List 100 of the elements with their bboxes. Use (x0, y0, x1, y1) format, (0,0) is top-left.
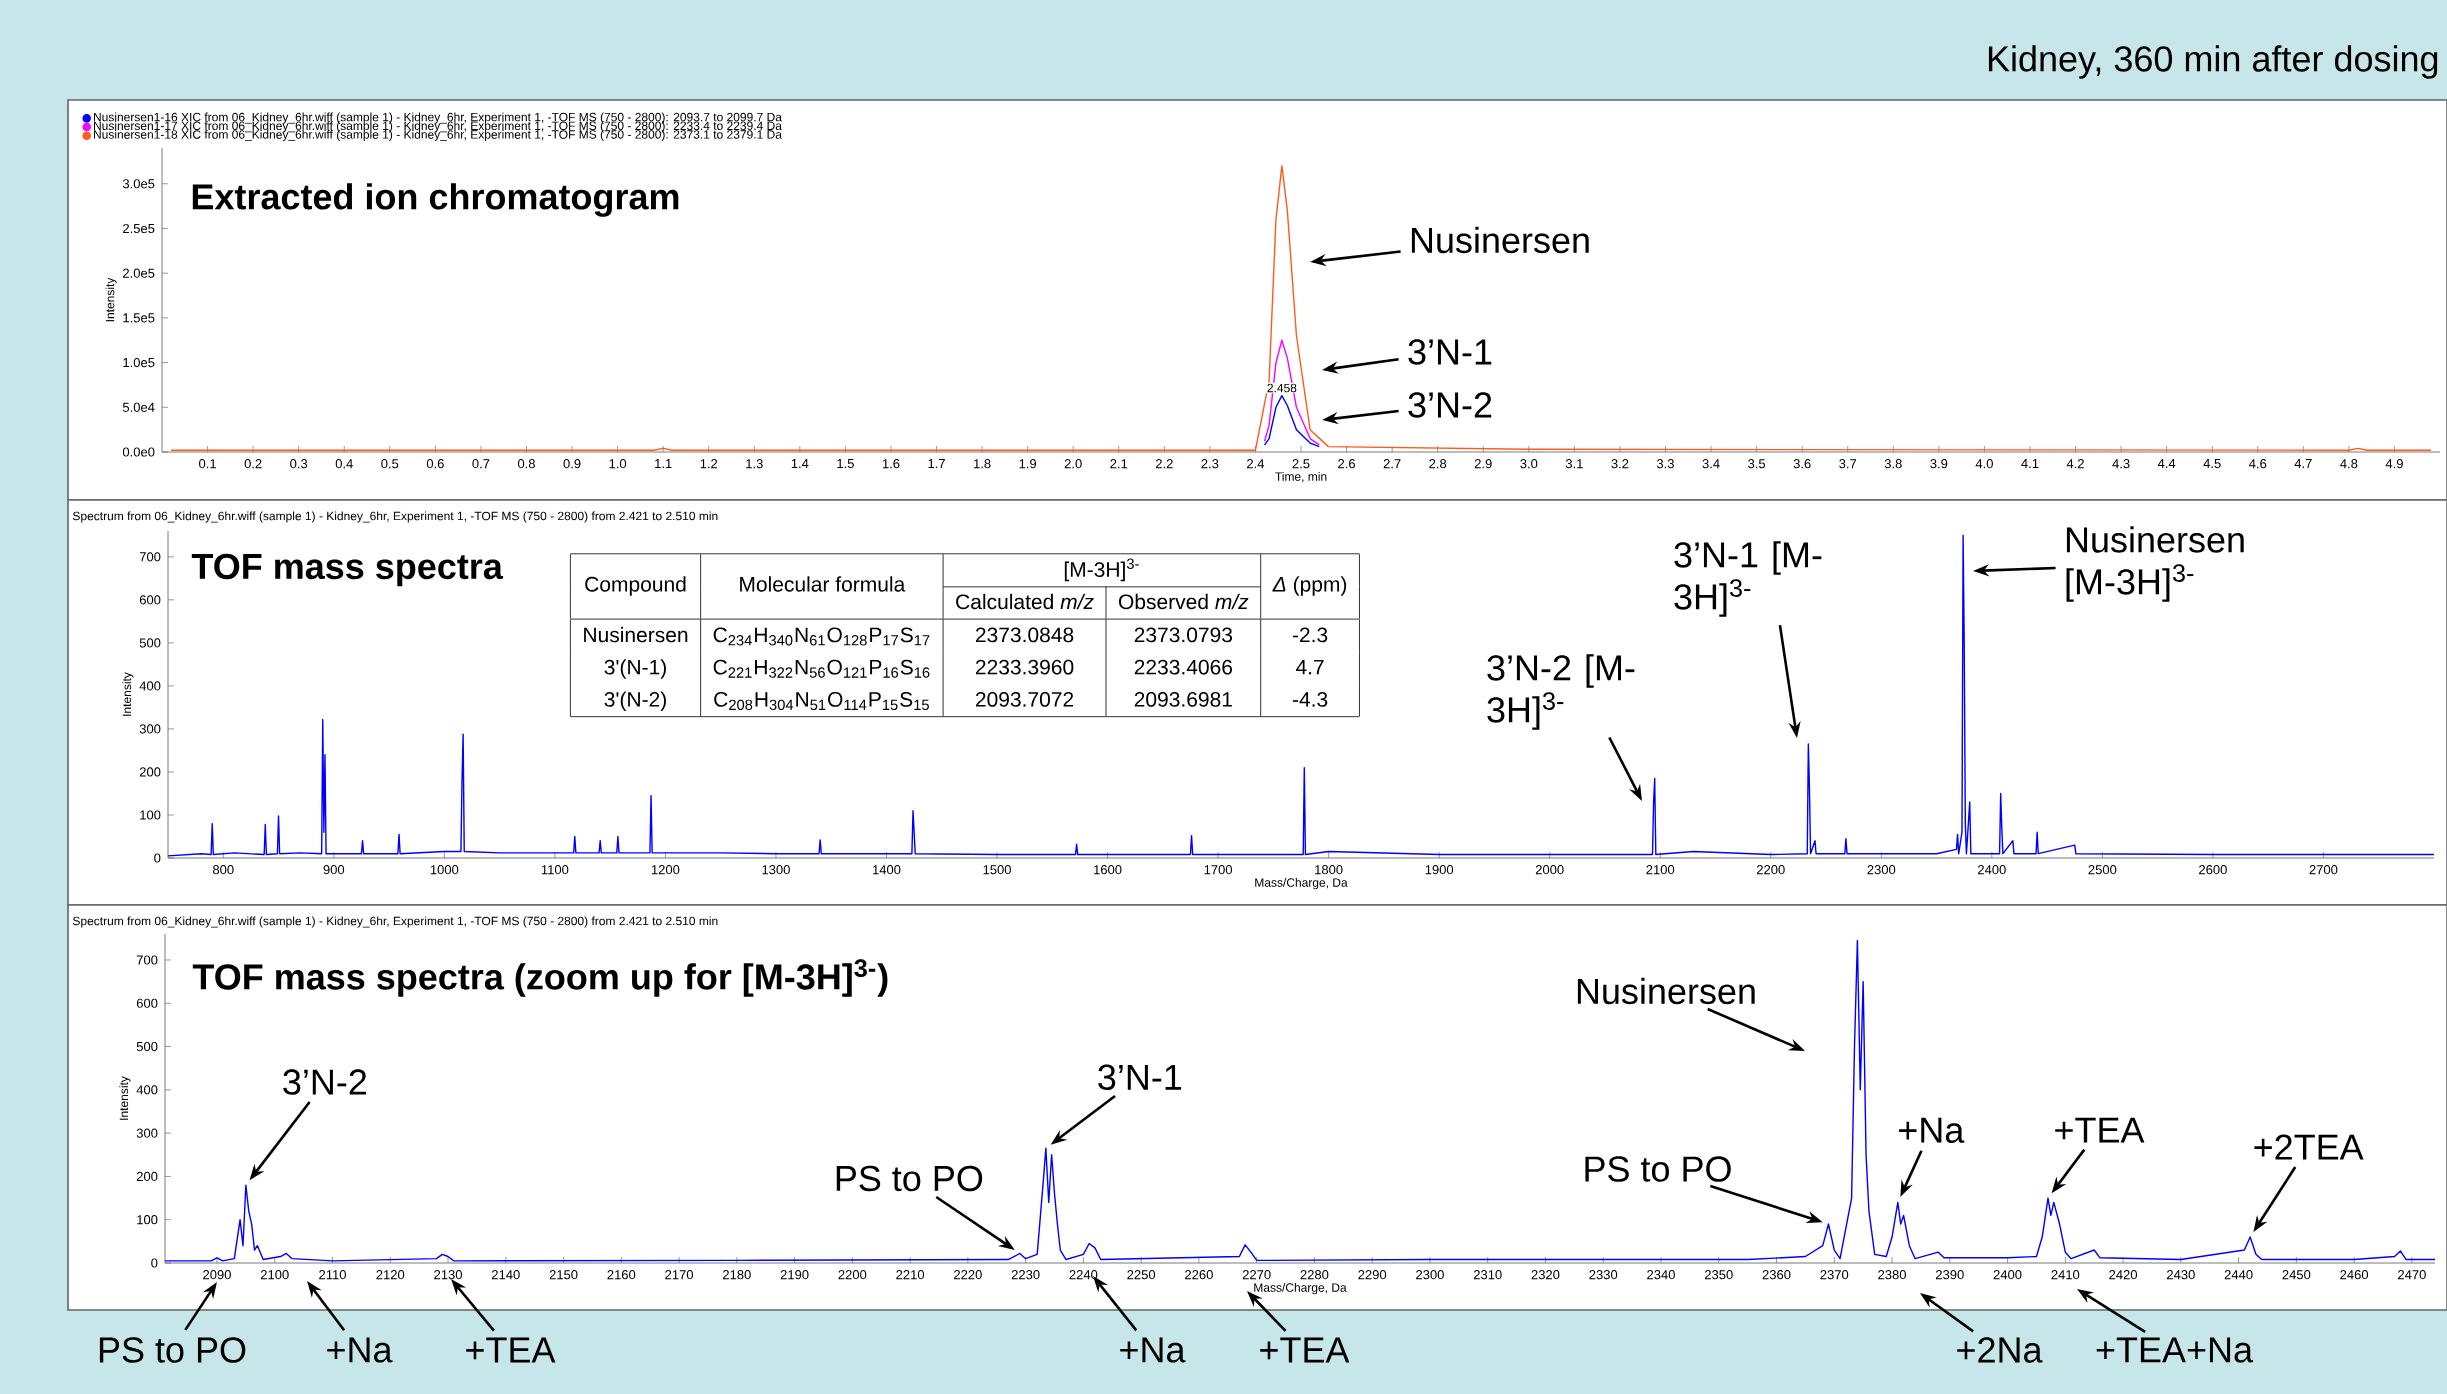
text: C$_{221}$H$_{322}$N$_{56}$O$_{121}$P$_{16}$S$_{16}$ (713, 659, 930, 678)
x-tick-label: 2190 (780, 1270, 809, 1280)
x-tick-label: 2230 (1011, 1270, 1040, 1280)
y-tick-label: 500 (136, 1041, 158, 1052)
x-tick-label: 2.1 (1110, 459, 1128, 469)
x-tick-label: 0.4 (335, 459, 353, 469)
x-tick-label: 2390 (1936, 1270, 1964, 1280)
y-tick-label: 200 (139, 767, 161, 777)
x-tick-label: 1.7 (928, 459, 945, 468)
y-tick-label: 300 (139, 724, 161, 734)
x-tick-label: 0.2 (244, 459, 262, 469)
y-tick-label: 400 (139, 681, 161, 691)
x-tick-label: 2600 (2199, 865, 2227, 875)
x-tick-label: 4.1 (2021, 459, 2039, 468)
y-tick-label: 700 (136, 955, 158, 965)
x-tick-label: 900 (323, 865, 345, 875)
annotation: 2093.7072 (975, 691, 1074, 707)
y-tick-label: 0 (151, 1258, 158, 1268)
x-tick-label: 1.9 (1019, 459, 1037, 469)
x-axis-title: Mass/Charge, Da (1255, 877, 1348, 890)
x-tick-label: 2160 (607, 1270, 636, 1280)
text: PS to PO (99, 1337, 246, 1363)
x-tick-label: 2410 (2051, 1270, 2080, 1280)
x-tick-label: 2170 (665, 1270, 694, 1280)
annotation: 2233.3960 (975, 659, 1074, 675)
x-tick-label: 1.5 (837, 459, 854, 469)
x-tick-label: 2300 (1416, 1270, 1444, 1280)
x-tick-label: 2400 (1978, 865, 2006, 875)
y-axis-title: Intensity (122, 672, 134, 716)
x-tick-label: 2100 (1646, 865, 1675, 875)
x-tick-label: 2460 (2340, 1270, 2369, 1280)
x-tick-label: 0.7 (472, 459, 490, 469)
x-tick-label: 2.6 (1338, 459, 1356, 469)
x-tick-label: 2100 (260, 1270, 289, 1280)
y-axis-title: Intensity (105, 277, 117, 322)
chart-subtitle: Spectrum from 06_Kidney_6hr.wiff (sample 1) - Kidney_6hr, Experiment 1, -TOF MS (750 - 2800) from 2.421 to 2.510 min (72, 916, 718, 928)
x-tick-label: 3.7 (1839, 459, 1857, 469)
x-tick-label: 2400 (1993, 1270, 2022, 1280)
annotation: Δ (ppm) (1272, 576, 1347, 596)
x-axis-title: Time, min (1275, 471, 1327, 483)
x-tick-label: 2340 (1647, 1270, 1675, 1280)
text: TOF mass spectra (191, 553, 504, 587)
annotation: +Na (1899, 1117, 1965, 1143)
y-tick-label: 100 (140, 810, 161, 820)
x-tick-label: 0.9 (563, 459, 581, 469)
annotation: Nusinersen (1411, 226, 1589, 254)
annotation: Nusinersen (584, 626, 688, 643)
annotation: 3’N-1 (1408, 339, 1492, 365)
x-tick-label: 2360 (1762, 1270, 1791, 1280)
x-tick-label: 2370 (1820, 1270, 1849, 1280)
x-tick-label: 4.3 (2112, 459, 2130, 469)
x-tick-label: 1000 (430, 865, 459, 875)
x-tick-label: 3.2 (1611, 459, 1629, 469)
annotation: Nusinersen (1577, 977, 1755, 1005)
x-tick-label: 2440 (2224, 1270, 2253, 1280)
annotation: 3’N-2 [M-3H]$^{3-}$ (1487, 654, 1635, 730)
x-tick-label: 2700 (2309, 865, 2338, 875)
x-tick-label: 2250 (1127, 1270, 1156, 1280)
text: +TEA (1260, 1337, 1350, 1363)
x-tick-label: 4.0 (1975, 459, 1993, 469)
x-tick-label: 2.5 (1292, 459, 1310, 469)
y-tick-label: 300 (136, 1128, 158, 1138)
x-tick-label: 2260 (1185, 1270, 1213, 1280)
x-tick-label: 4.2 (2066, 459, 2084, 469)
x-tick-label: 1800 (1315, 865, 1343, 875)
y-tick-label: 700 (139, 552, 161, 562)
text: C$_{234}$H$_{340}$N$_{61}$O$_{128}$P$_{17}$S$_{17}$ (713, 627, 930, 646)
x-tick-label: 1.8 (974, 459, 991, 469)
x-tick-label: 1500 (983, 865, 1011, 875)
x-tick-label: 1600 (1094, 865, 1122, 875)
x-tick-label: 1.4 (791, 459, 809, 468)
x-tick-label: 2450 (2282, 1270, 2311, 1280)
annotation: 2373.0848 (975, 627, 1074, 643)
x-tick-label: 4.8 (2340, 459, 2358, 469)
y-tick-label: 2.5e5 (123, 223, 155, 234)
text: +Na (1120, 1337, 1186, 1363)
text: TOF mass spectra (zoom up for [M-3H]$^{3-}$) (192, 959, 888, 997)
x-tick-label: 2.7 (1383, 459, 1401, 469)
line-series (1263, 339, 1320, 446)
x-tick-label: 1.6 (882, 459, 900, 469)
x-tick-label: 2280 (1300, 1270, 1329, 1280)
annotation: Compound (585, 576, 686, 596)
x-tick-label: 1700 (1204, 865, 1233, 875)
y-tick-label: 1.5e5 (123, 313, 155, 323)
x-tick-label: 2290 (1358, 1270, 1387, 1280)
chart-subtitle: Kidney, 360 min after dosing (1988, 45, 2438, 79)
x-tick-label: 1100 (541, 865, 569, 875)
x-tick-label: 0.8 (517, 459, 535, 469)
x-tick-label: 2.2 (1155, 459, 1173, 469)
x-tick-label: 2000 (1535, 865, 1564, 875)
annotation: +TEA (2055, 1117, 2145, 1143)
annotation: 4.7 (1295, 659, 1324, 675)
annotation: 2373.0793 (1134, 627, 1233, 643)
x-tick-label: 3.8 (1884, 459, 1902, 469)
x-tick-label: 2430 (2167, 1270, 2195, 1280)
text: +Na (327, 1337, 393, 1363)
annotation: [M-3H]$^{3-}$ (1064, 558, 1139, 582)
x-tick-label: 2180 (723, 1270, 751, 1280)
x-tick-label: 2380 (1878, 1270, 1906, 1280)
x-tick-label: 2500 (2088, 865, 2117, 875)
